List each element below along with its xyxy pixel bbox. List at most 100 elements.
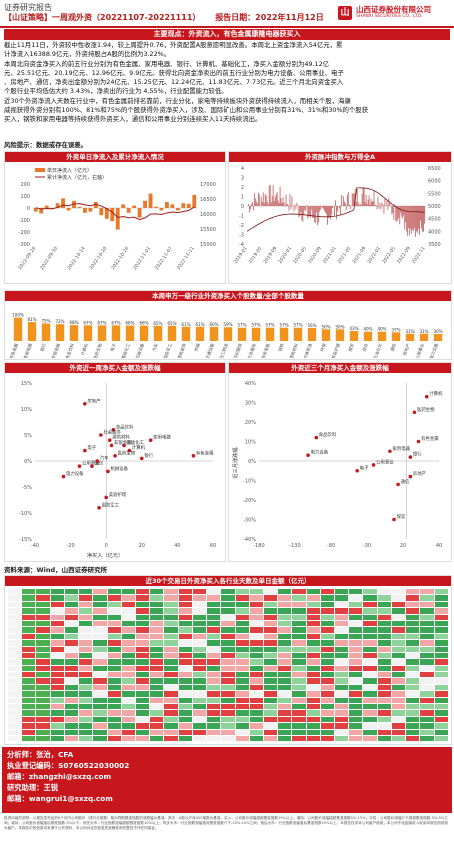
heatmap-row — [7, 671, 449, 679]
bar-pulse — [298, 206, 300, 218]
bar-pulse — [366, 204, 368, 206]
bar-pulse — [352, 193, 354, 206]
heatmap-row — [7, 613, 449, 621]
bar-industry-ratio — [111, 325, 121, 341]
bar-pulse — [280, 198, 282, 206]
bar-industry-ratio — [377, 331, 387, 341]
heatmap-row — [7, 734, 449, 742]
bar-pulse — [419, 206, 420, 236]
y-tick-label: 2 — [241, 185, 244, 191]
bar-pulse — [260, 196, 262, 206]
bar-pulse — [404, 206, 406, 230]
bar-pulse — [276, 192, 278, 206]
bar-value-label: 66% — [139, 321, 148, 326]
scatter-point-label: 医药生物 — [417, 406, 435, 413]
analyst-email[interactable]: 邮箱：zhangzhi@sxzq.com — [7, 772, 112, 781]
bar-pulse — [388, 198, 390, 206]
bar-pulse — [335, 200, 336, 206]
bar-pulse — [391, 206, 393, 215]
bar-daily-inflow — [93, 202, 98, 208]
bar-industry-ratio — [251, 327, 261, 341]
x-tick-label: 40 — [174, 543, 180, 549]
scatter-point — [97, 506, 101, 510]
bar-pulse — [316, 206, 318, 213]
heatmap-row — [7, 683, 449, 692]
bar-value-label: 43% — [349, 326, 358, 331]
bar-industry-ratio — [209, 327, 219, 341]
bar-pulse — [395, 206, 397, 221]
bar-pulse — [270, 202, 272, 206]
bar-value-label: 40% — [377, 327, 386, 332]
bar-value-label: 67% — [111, 320, 120, 325]
bar-pulse — [295, 206, 297, 210]
bar-value-label: 30% — [433, 329, 442, 334]
scatter-point-label: 公用事业 — [376, 458, 394, 465]
bar-pulse — [423, 206, 424, 232]
bar-pulse — [327, 206, 328, 225]
bar-pulse — [250, 204, 252, 206]
bar-industry-ratio — [265, 327, 275, 341]
x-tick-label: 2021-05 — [337, 246, 353, 265]
x-tick-label: 非银金融 — [50, 342, 63, 358]
bar-pulse — [328, 206, 329, 218]
summary-line: 威视获得外资分别有100%、81%和75%的个股获得外资净买入，涉及、国际矿山和… — [4, 106, 369, 115]
bar-pulse — [304, 206, 306, 210]
bar-pulse — [344, 203, 346, 206]
x-tick-label: 20 — [139, 543, 145, 549]
x-tick-label: 2022-09-26 — [17, 246, 37, 271]
bar-pulse — [343, 201, 345, 206]
x-tick-label: 2022-11-01 — [132, 246, 152, 271]
bar-pulse — [412, 206, 414, 230]
scatter-point — [107, 438, 112, 442]
y-tick-label: 15% — [21, 381, 32, 387]
bar-daily-inflow — [61, 198, 65, 208]
chart-week-scatter: 外资近一周净买入金额及涨跌幅 15% 10% 5% 0% -5% -10% -15% -40 -… — [4, 362, 226, 562]
x-tick-label: 环保 — [318, 342, 328, 353]
scatter-point-label: 有色金属 — [196, 449, 214, 456]
x-tick-label: 2021-09 — [351, 246, 367, 265]
x-tick-label: 2020-01 — [277, 246, 293, 265]
bar-pulse — [249, 206, 251, 210]
x-tick-label: 综合 — [360, 342, 370, 353]
bar-industry-ratio — [139, 325, 149, 341]
scatter-point — [127, 448, 132, 453]
y-tick-label: -5% — [22, 485, 32, 491]
y2-tick-label: 17000 — [200, 182, 216, 188]
scatter-point-label: 房地产 — [413, 470, 427, 477]
bar-industry-ratio — [195, 326, 205, 341]
bar-pulse — [262, 192, 264, 206]
scatter-point-label: 银行 — [144, 452, 153, 459]
assistant-email[interactable]: 邮箱：wangrui1@sxzq.com — [7, 794, 113, 803]
bar-daily-inflow — [137, 208, 142, 218]
bar-industry-ratio — [335, 329, 345, 341]
bar-pulse — [294, 204, 296, 206]
summary-line: 截止11月11日，外资较中性收涨1.94，较上周提升0.76，外资配置A股意愿明… — [4, 41, 343, 49]
bar-daily-inflow — [55, 203, 60, 208]
x-tick-label: 医药生物 — [92, 342, 104, 358]
legend-label: 单日净流入（亿元） — [47, 167, 92, 174]
bar-daily-inflow — [66, 208, 71, 211]
bar-pulse — [303, 206, 305, 215]
bar-value-label: 67% — [97, 320, 106, 325]
bar-industry-ratio — [223, 327, 233, 341]
bar-industry-ratio — [349, 330, 359, 341]
bar-pulse — [347, 192, 349, 206]
x-tick-label: 有色金属 — [8, 342, 20, 358]
bar-pulse — [378, 206, 380, 209]
y-tick-label: 4 — [241, 166, 244, 172]
scatter-point — [148, 438, 153, 442]
bar-value-label: 57% — [279, 323, 288, 328]
bar-pulse — [323, 206, 325, 209]
x-tick-label: -80 — [327, 543, 335, 549]
bar-pulse — [375, 205, 377, 206]
chart-title: 外资脉冲指数与万得全A — [229, 152, 451, 162]
x-tick-label: 建筑装饰 — [176, 342, 188, 358]
analyst-name: 分析师：张治，CFA — [7, 750, 74, 759]
bar-pulse — [331, 206, 332, 215]
x-tick-label: 交通运输 — [204, 342, 217, 358]
y-tick-label: 0% — [248, 459, 256, 465]
analyst-box: 分析师：张治，CFA 执业登记编码：S0760522030002 邮箱：zhan… — [2, 747, 452, 813]
data-source: 资料来源：Wind，山西证券研究所 — [4, 566, 108, 574]
scatter-point — [95, 459, 100, 463]
legend-swatch — [35, 168, 45, 172]
